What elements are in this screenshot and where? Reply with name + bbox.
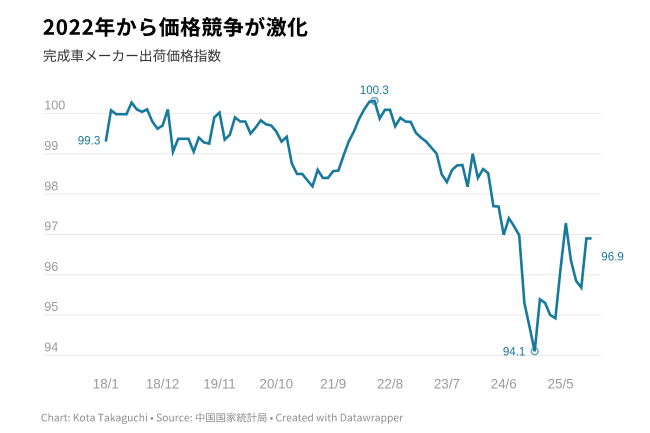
svg-text:23/7: 23/7: [434, 377, 460, 392]
svg-text:99: 99: [44, 139, 58, 153]
svg-text:20/10: 20/10: [260, 377, 294, 392]
svg-text:94.1: 94.1: [503, 346, 526, 359]
svg-text:99.3: 99.3: [78, 135, 101, 148]
svg-text:96.9: 96.9: [601, 251, 624, 264]
svg-text:24/6: 24/6: [491, 377, 517, 392]
svg-text:22/8: 22/8: [377, 377, 403, 392]
svg-text:18/12: 18/12: [146, 377, 180, 392]
svg-text:25/5: 25/5: [548, 377, 574, 392]
svg-text:100: 100: [44, 99, 65, 113]
svg-text:18/1: 18/1: [93, 377, 119, 392]
svg-text:95: 95: [44, 300, 58, 314]
svg-text:97: 97: [44, 220, 58, 234]
svg-text:100.3: 100.3: [360, 84, 389, 97]
svg-text:98: 98: [44, 179, 58, 193]
svg-text:94: 94: [44, 341, 58, 355]
svg-text:19/11: 19/11: [203, 377, 236, 392]
svg-text:96: 96: [44, 260, 58, 274]
svg-text:21/9: 21/9: [320, 377, 346, 392]
